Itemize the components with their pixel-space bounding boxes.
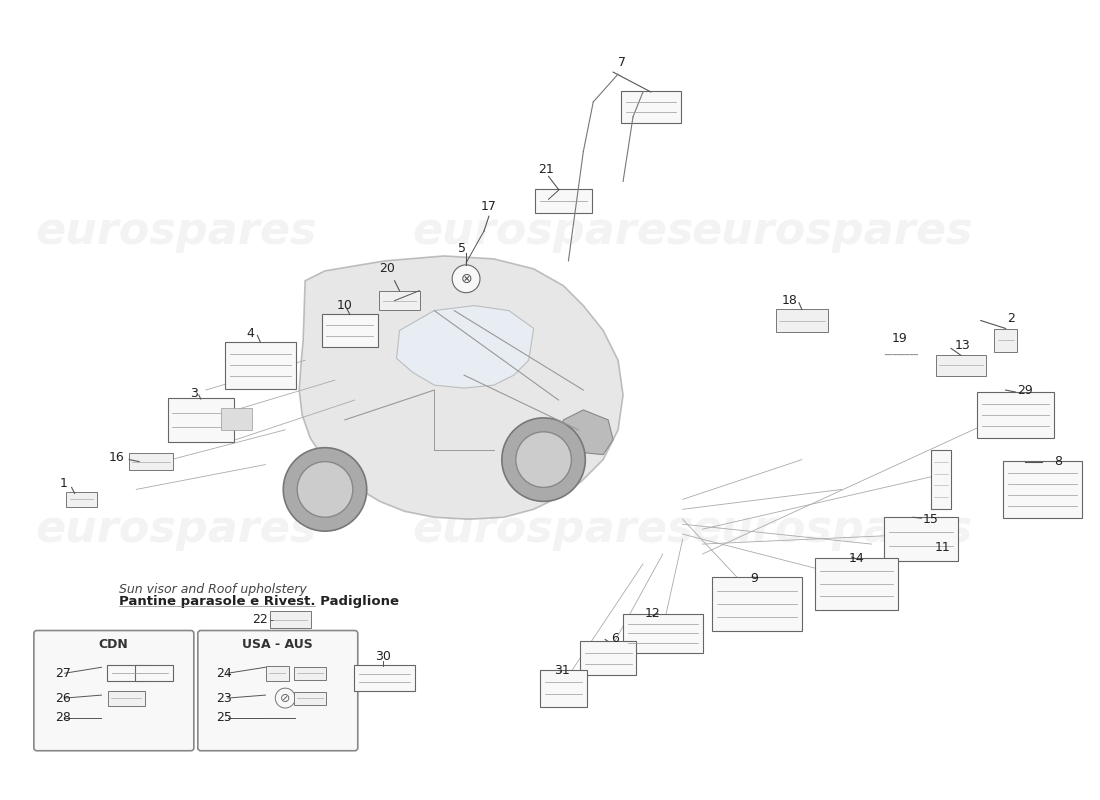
Text: 19: 19 — [891, 332, 908, 345]
FancyBboxPatch shape — [535, 190, 592, 214]
Circle shape — [502, 418, 585, 502]
Text: 18: 18 — [782, 294, 797, 307]
Text: 3: 3 — [190, 386, 198, 399]
Text: 28: 28 — [55, 711, 70, 725]
Text: 22: 22 — [253, 613, 268, 626]
FancyBboxPatch shape — [294, 692, 327, 705]
Text: USA - AUS: USA - AUS — [242, 638, 312, 651]
Circle shape — [297, 462, 353, 518]
Text: 2: 2 — [1006, 312, 1014, 325]
FancyBboxPatch shape — [621, 91, 681, 122]
Text: eurospares: eurospares — [691, 210, 972, 253]
Text: 17: 17 — [481, 200, 497, 213]
Text: 21: 21 — [538, 163, 553, 176]
Circle shape — [452, 265, 480, 293]
FancyBboxPatch shape — [167, 398, 234, 442]
Text: eurospares: eurospares — [691, 508, 972, 550]
FancyBboxPatch shape — [354, 666, 416, 691]
Circle shape — [275, 688, 295, 708]
Polygon shape — [396, 306, 534, 388]
Text: 7: 7 — [618, 56, 626, 69]
FancyBboxPatch shape — [129, 453, 174, 470]
Text: 23: 23 — [216, 691, 231, 705]
Text: 5: 5 — [458, 242, 466, 255]
Polygon shape — [299, 256, 623, 519]
FancyBboxPatch shape — [379, 291, 420, 310]
FancyBboxPatch shape — [936, 354, 987, 376]
FancyBboxPatch shape — [108, 666, 145, 681]
FancyBboxPatch shape — [540, 670, 586, 706]
Text: ⊘: ⊘ — [280, 691, 290, 705]
FancyBboxPatch shape — [266, 666, 288, 681]
Text: eurospares: eurospares — [35, 508, 317, 550]
FancyBboxPatch shape — [321, 314, 378, 347]
Text: 1: 1 — [59, 477, 67, 490]
Text: 20: 20 — [378, 262, 395, 275]
Bar — [221, 408, 253, 430]
FancyBboxPatch shape — [884, 518, 958, 561]
FancyBboxPatch shape — [294, 666, 327, 680]
FancyBboxPatch shape — [1002, 461, 1082, 518]
Text: 31: 31 — [553, 664, 570, 677]
Text: 26: 26 — [55, 691, 70, 705]
Polygon shape — [559, 410, 613, 454]
Text: 27: 27 — [55, 666, 70, 680]
Text: 15: 15 — [923, 513, 939, 526]
FancyBboxPatch shape — [815, 558, 899, 610]
Text: Pantine parasole e Rivest. Padiglione: Pantine parasole e Rivest. Padiglione — [119, 595, 399, 608]
Text: 16: 16 — [109, 451, 124, 464]
FancyBboxPatch shape — [34, 630, 194, 750]
Circle shape — [284, 448, 366, 531]
Text: 10: 10 — [337, 299, 353, 312]
FancyBboxPatch shape — [270, 611, 310, 628]
Text: 30: 30 — [375, 650, 390, 663]
Text: 29: 29 — [1018, 383, 1033, 397]
Text: 11: 11 — [935, 541, 950, 554]
Text: 9: 9 — [750, 572, 758, 586]
FancyBboxPatch shape — [66, 492, 97, 507]
Text: eurospares: eurospares — [412, 508, 694, 550]
Circle shape — [516, 432, 571, 487]
Text: CDN: CDN — [99, 638, 129, 651]
Text: eurospares: eurospares — [412, 210, 694, 253]
Text: 6: 6 — [612, 632, 619, 645]
Text: 13: 13 — [955, 339, 971, 352]
FancyBboxPatch shape — [977, 391, 1054, 438]
FancyBboxPatch shape — [994, 329, 1018, 352]
Text: ━━━━━━━━: ━━━━━━━━ — [884, 352, 918, 358]
Text: ⊗: ⊗ — [460, 272, 472, 286]
FancyBboxPatch shape — [623, 614, 703, 654]
Text: Sun visor and Roof upholstery: Sun visor and Roof upholstery — [119, 583, 307, 596]
FancyBboxPatch shape — [198, 630, 358, 750]
FancyBboxPatch shape — [135, 666, 173, 681]
FancyBboxPatch shape — [776, 309, 828, 332]
FancyBboxPatch shape — [108, 690, 145, 706]
Text: 12: 12 — [645, 607, 661, 620]
FancyBboxPatch shape — [580, 642, 637, 675]
FancyBboxPatch shape — [224, 342, 296, 389]
Text: 14: 14 — [849, 553, 865, 566]
Text: 25: 25 — [216, 711, 232, 725]
Text: 8: 8 — [1054, 455, 1063, 468]
Text: eurospares: eurospares — [35, 210, 317, 253]
Text: 24: 24 — [216, 666, 231, 680]
FancyBboxPatch shape — [713, 577, 802, 630]
Text: 4: 4 — [246, 327, 254, 340]
FancyBboxPatch shape — [931, 450, 952, 510]
